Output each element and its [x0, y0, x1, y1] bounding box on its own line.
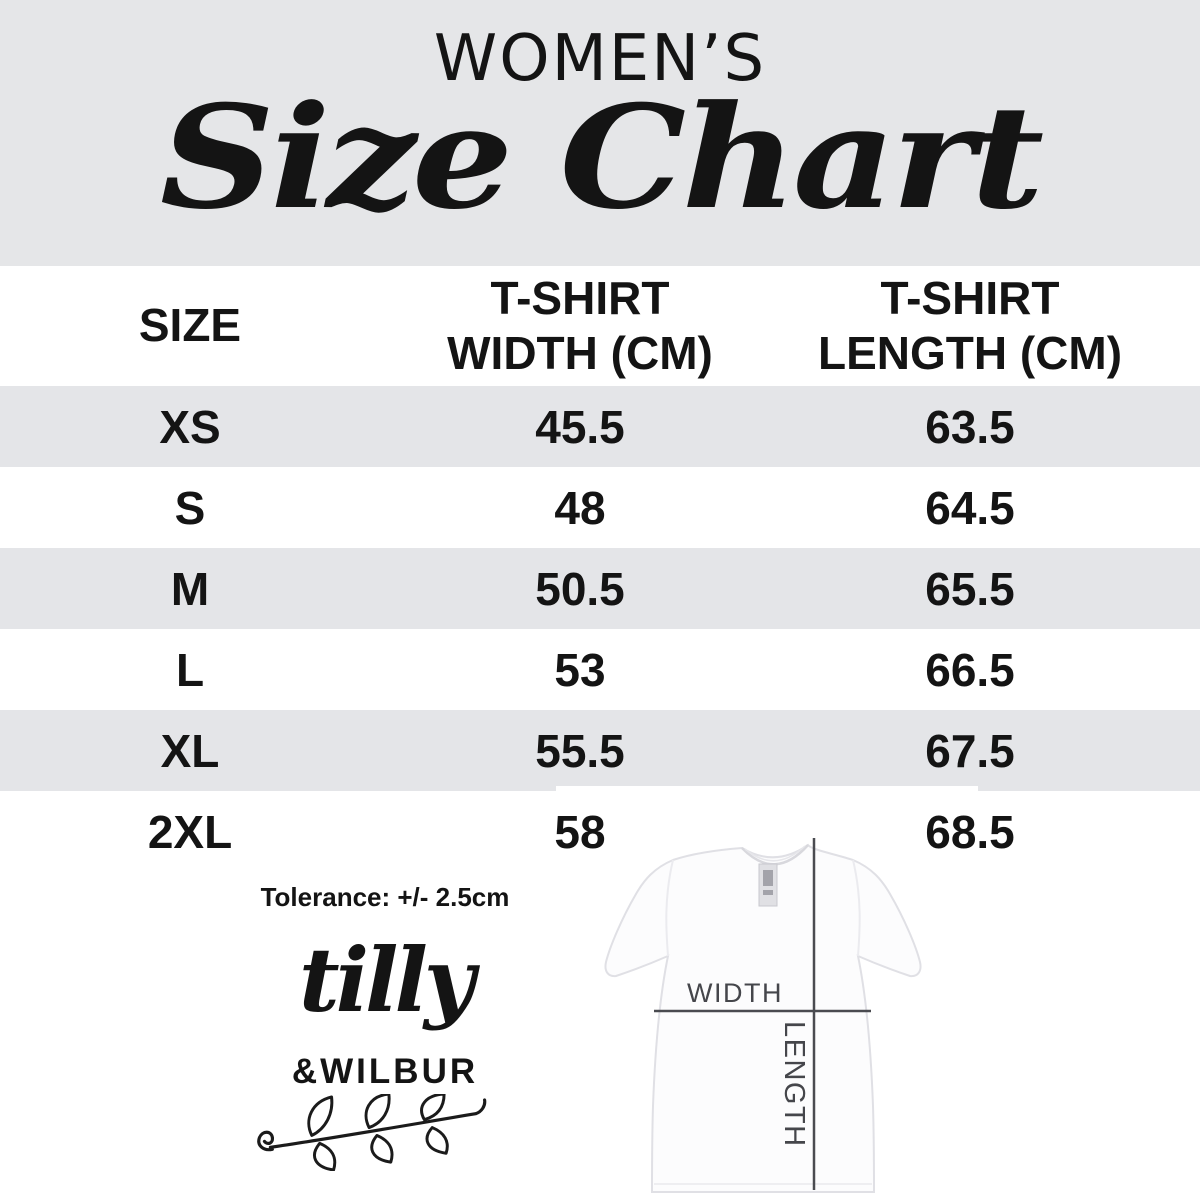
table-row: 2XL 58 68.5 [0, 791, 1200, 872]
size-cell: L [175, 643, 205, 696]
table-row: M 50.5 65.5 [0, 548, 1200, 629]
header-band: WOMEN’S Size Chart [0, 0, 1200, 266]
length-cell: 67.5 [925, 724, 1015, 777]
size-table: SIZE T-SHIRT WIDTH (CM) T-SHIRT LENGTH (… [0, 266, 1200, 872]
width-cell: 58 [554, 805, 606, 858]
page-title: Size Chart [160, 75, 1044, 241]
branch-curl [257, 1130, 274, 1152]
width-cell: 48 [554, 481, 606, 534]
length-cell: 64.5 [925, 481, 1015, 534]
column-header-length: T-SHIRT LENGTH (CM) [817, 271, 1123, 379]
table-row: XL 55.5 67.5 [0, 710, 1200, 791]
sleeve-seam-right [852, 859, 861, 957]
tshirt-shape [604, 843, 922, 1193]
branch-stem [268, 1098, 487, 1149]
column-header-size: SIZE [138, 299, 242, 352]
leaf [370, 1133, 394, 1164]
brand-logo-caps: &WILBUR [291, 1052, 479, 1091]
width-cell: 53 [554, 643, 606, 696]
collar-rib [744, 845, 806, 862]
column-header-width: T-SHIRT WIDTH (CM) [447, 271, 713, 379]
width-cell: 50.5 [535, 562, 625, 615]
tolerance-note: Tolerance: +/- 2.5cm [260, 882, 510, 912]
width-label: WIDTH [687, 978, 783, 1008]
size-cell: M [170, 562, 210, 615]
leaf [425, 1126, 449, 1155]
table-header-row: SIZE T-SHIRT WIDTH (CM) T-SHIRT LENGTH (… [0, 266, 1200, 386]
laurel-branch-icon [257, 1094, 487, 1171]
length-cell: 66.5 [925, 643, 1015, 696]
table-row: S 48 64.5 [0, 467, 1200, 548]
neck-label-print2 [763, 890, 773, 895]
width-cell: 55.5 [535, 724, 625, 777]
table-body: XS 45.5 63.5 S 48 64.5 M 50.5 65.5 L 53 … [0, 386, 1200, 872]
leaf [420, 1094, 446, 1122]
leaf [364, 1094, 391, 1130]
brand-logo-script: tilly [298, 928, 475, 1032]
tshirt-photo: WIDTH LENGTH [556, 786, 978, 1200]
size-cell: 2XL [147, 805, 233, 858]
length-label: LENGTH [778, 1021, 810, 1148]
length-cell: 68.5 [925, 805, 1015, 858]
table-row: L 53 66.5 [0, 629, 1200, 710]
tshirt-diagram: WIDTH LENGTH [604, 838, 922, 1193]
length-cell: 65.5 [925, 562, 1015, 615]
length-cell: 63.5 [925, 400, 1015, 453]
sleeve-seam-left [665, 859, 674, 957]
width-cell: 45.5 [535, 400, 625, 453]
table-row: XS 45.5 63.5 [0, 386, 1200, 467]
size-cell: XS [159, 400, 221, 453]
neck-label-print [763, 870, 773, 886]
leaf [313, 1141, 337, 1171]
header-kicker: WOMEN’S [433, 22, 767, 96]
size-cell: S [174, 481, 206, 534]
leaf [307, 1095, 334, 1137]
size-cell: XL [160, 724, 220, 777]
